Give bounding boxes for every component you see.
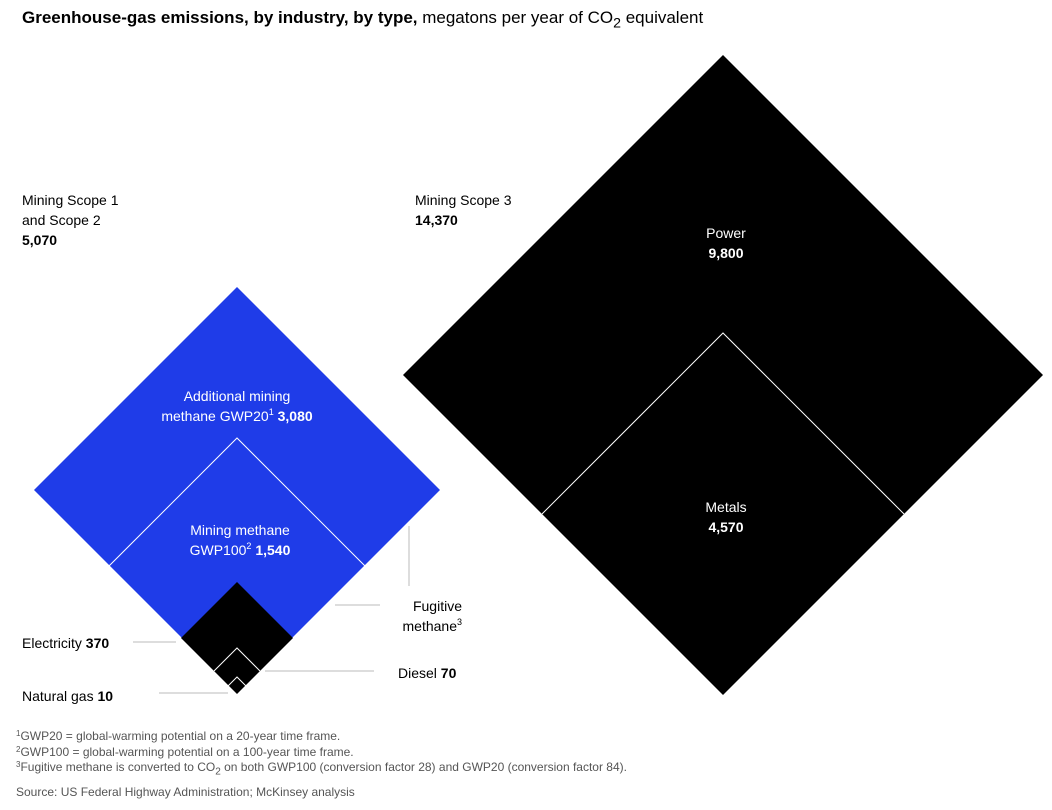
footnote-2: 2GWP100 = global-warming potential on a … bbox=[16, 745, 627, 761]
footnote-1-sup: 1 bbox=[16, 729, 21, 738]
label-scope3-value: 14,370 bbox=[415, 212, 458, 228]
chart-svg: Mining Scope 1 and Scope 2 5,070 Mining … bbox=[22, 55, 1043, 704]
footnote-2-text: GWP100 = global-warming potential on a 1… bbox=[20, 744, 354, 759]
diamond-electricity bbox=[181, 582, 293, 694]
electricity-name: Electricity bbox=[22, 635, 82, 651]
label-additional-methane-line2: methane GWP201 3,080 bbox=[161, 407, 313, 424]
label-diesel: Diesel 70 bbox=[398, 665, 457, 681]
fugitive-name: methane bbox=[403, 618, 458, 634]
label-scope3: Mining Scope 3 bbox=[415, 192, 512, 208]
natural-gas-name: Natural gas bbox=[22, 688, 94, 704]
fugitive-sup: 3 bbox=[457, 617, 462, 627]
divider-metals bbox=[541, 332, 905, 515]
natural-gas-value: 10 bbox=[97, 688, 113, 704]
label-mining-methane-line1: Mining methane bbox=[190, 522, 290, 538]
divider-natural-gas bbox=[227, 676, 247, 687]
mining-methane-name: GWP100 bbox=[190, 542, 247, 558]
mining-methane-sup: 2 bbox=[246, 541, 251, 551]
footnote-3-sub: 2 bbox=[215, 766, 221, 778]
footnote-1-text: GWP20 = global-warming potential on a 20… bbox=[20, 729, 341, 743]
footnote-3-text-post: on both GWP100 (conversion factor 28) an… bbox=[220, 760, 627, 774]
footnote-2-sup: 2 bbox=[16, 744, 21, 754]
diesel-name: Diesel bbox=[398, 665, 437, 681]
chart-title: Greenhouse-gas emissions, by industry, b… bbox=[22, 8, 703, 31]
title-unit-pre: megatons per year of CO bbox=[417, 8, 614, 27]
label-fugitive-line2: methane3 bbox=[403, 617, 463, 634]
title-unit-post: equivalent bbox=[620, 8, 704, 27]
footnote-1: 1GWP20 = global-warming potential on a 2… bbox=[16, 729, 627, 745]
divider-mining-methane bbox=[108, 437, 366, 567]
footnote-3-text-pre: Fugitive methane is converted to CO bbox=[20, 760, 216, 774]
electricity-value: 370 bbox=[86, 635, 110, 651]
label-natural-gas: Natural gas 10 bbox=[22, 688, 113, 704]
label-electricity: Electricity 370 bbox=[22, 635, 109, 651]
divider-diesel bbox=[213, 647, 261, 672]
diamond-mining-scope-3 bbox=[403, 55, 1043, 695]
label-metals: Metals bbox=[705, 499, 746, 515]
mining-methane-value: 1,540 bbox=[255, 542, 290, 558]
source-note: Source: US Federal Highway Administratio… bbox=[16, 784, 355, 799]
label-mining-methane-line2: GWP1002 1,540 bbox=[190, 541, 291, 558]
footnote-3-sup: 3 bbox=[16, 760, 21, 769]
diesel-value: 70 bbox=[441, 665, 457, 681]
title-bold: Greenhouse-gas emissions, by industry, b… bbox=[22, 8, 418, 27]
diamond-mining-scope-1-2 bbox=[34, 287, 440, 693]
additional-methane-sup: 1 bbox=[269, 407, 274, 417]
label-power-value: 9,800 bbox=[708, 245, 743, 261]
footnotes: 1GWP20 = global-warming potential on a 2… bbox=[16, 729, 627, 800]
additional-methane-value: 3,080 bbox=[278, 408, 313, 424]
label-scope12-line1: Mining Scope 1 bbox=[22, 192, 119, 208]
label-scope12-line2: and Scope 2 bbox=[22, 212, 101, 228]
label-scope12-value: 5,070 bbox=[22, 232, 57, 248]
label-metals-value: 4,570 bbox=[708, 519, 743, 535]
footnote-3: 3Fugitive methane is converted to CO2 on… bbox=[16, 760, 627, 780]
title-unit-sub: 2 bbox=[613, 15, 621, 32]
label-fugitive-line1: Fugitive bbox=[413, 598, 462, 614]
label-additional-methane-line1: Additional mining bbox=[184, 388, 291, 404]
additional-methane-name: methane GWP20 bbox=[161, 408, 269, 424]
label-power: Power bbox=[706, 225, 746, 241]
